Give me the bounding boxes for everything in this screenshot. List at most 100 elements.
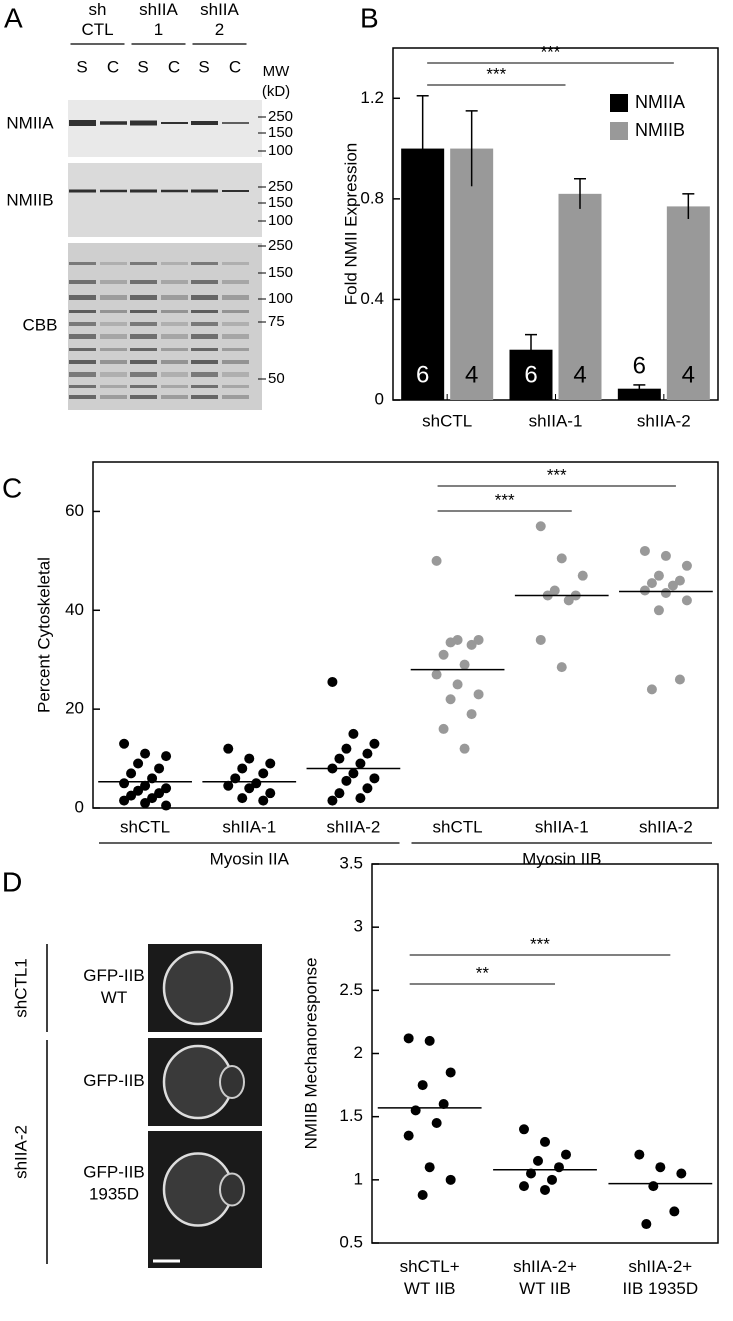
blot-band <box>161 348 188 351</box>
blot-band <box>100 334 127 339</box>
data-point <box>417 1080 428 1091</box>
blot-band <box>130 348 157 351</box>
blot-band <box>69 395 96 399</box>
data-point <box>126 768 137 779</box>
n-label: 6 <box>524 361 537 388</box>
data-point <box>669 1206 680 1217</box>
data-point <box>540 1184 550 1195</box>
x-tick-label-line: shIIA-2+ <box>628 1257 692 1276</box>
lane-label: C <box>168 57 180 76</box>
legend-swatch <box>610 94 628 112</box>
data-point <box>119 778 130 789</box>
blot-band <box>191 322 218 326</box>
blot-band <box>69 360 96 364</box>
blot-band <box>191 121 218 125</box>
marker-label: 150 <box>268 194 293 211</box>
y-tick-label: 3 <box>354 917 363 936</box>
panel-letter: D <box>2 866 22 897</box>
data-point <box>237 793 248 804</box>
blot-band <box>130 189 157 193</box>
data-point <box>126 790 137 801</box>
blot-band <box>100 322 127 326</box>
blot-band <box>100 360 127 364</box>
blot-label: NMIIB <box>6 190 53 209</box>
image-label-line: GFP-IIB <box>83 966 144 985</box>
data-point <box>445 637 456 648</box>
data-point <box>403 1130 414 1141</box>
n-label: 6 <box>416 361 429 388</box>
data-point <box>540 1136 550 1147</box>
blot-band <box>222 262 249 265</box>
lane-label: C <box>107 57 119 76</box>
blot-band <box>191 280 218 284</box>
data-point <box>147 773 158 784</box>
data-point <box>473 634 484 645</box>
data-point <box>154 788 165 799</box>
blot-band <box>69 385 96 388</box>
data-point <box>369 773 380 784</box>
n-label: 4 <box>573 361 586 388</box>
data-point <box>577 570 588 581</box>
data-point <box>424 1162 435 1173</box>
data-point <box>533 1155 543 1166</box>
blot-band <box>161 280 188 284</box>
marker-label: 150 <box>268 264 293 281</box>
data-point <box>563 595 574 606</box>
data-point <box>362 783 373 794</box>
data-point <box>676 1168 687 1179</box>
blot-band <box>100 262 127 265</box>
blot-band <box>222 385 249 388</box>
column-header-line: CTL <box>81 20 113 39</box>
x-tick-label: shCTL <box>120 817 170 836</box>
blot-band <box>161 189 188 193</box>
bar <box>558 193 602 400</box>
y-tick-label: 2.5 <box>339 980 363 999</box>
data-point <box>653 605 664 616</box>
data-point <box>348 768 359 779</box>
n-label: 4 <box>465 361 478 388</box>
blot-band <box>191 360 218 364</box>
y-tick-label: 0 <box>75 797 84 816</box>
blot-band <box>161 262 188 265</box>
image-label-line: GFP-IIB <box>83 1163 144 1182</box>
data-point <box>119 795 130 806</box>
blot-band <box>161 372 188 377</box>
blot-band <box>100 280 127 284</box>
data-point <box>265 758 276 769</box>
column-header: sh CTL <box>81 0 113 39</box>
data-point <box>667 580 678 591</box>
data-point <box>327 676 338 687</box>
data-point <box>549 585 560 596</box>
data-point <box>244 783 255 794</box>
image-label-line: 1935D <box>89 1185 139 1204</box>
data-point <box>674 575 685 586</box>
data-point <box>556 662 567 673</box>
blot-band <box>130 280 157 284</box>
significance-label: *** <box>495 490 515 509</box>
column-header-line: shIIA <box>200 0 239 19</box>
blot-band <box>222 122 249 124</box>
x-tick-label-line: WT IIB <box>404 1279 456 1298</box>
data-point <box>258 795 269 806</box>
blot-band <box>222 295 249 300</box>
data-point <box>554 1162 564 1173</box>
blot-band <box>69 348 96 351</box>
cell-bleb <box>219 1172 245 1207</box>
x-tick-label-line: IIB 1935D <box>623 1279 699 1298</box>
data-point <box>641 1219 652 1230</box>
blot-band <box>161 322 188 326</box>
data-point <box>438 723 449 734</box>
data-point <box>410 1105 421 1116</box>
blot-band <box>69 280 96 284</box>
blot-band <box>222 310 249 313</box>
image-label: GFP-IIB <box>83 1071 144 1090</box>
data-point <box>646 578 657 589</box>
data-point <box>223 743 234 754</box>
data-point <box>341 743 352 754</box>
x-tick-label: shIIA-2+ WT IIB <box>513 1257 577 1298</box>
blot-band <box>161 385 188 388</box>
blot-band <box>100 372 127 377</box>
data-point <box>535 634 546 645</box>
data-point <box>403 1033 414 1044</box>
lane-label: S <box>137 57 148 76</box>
